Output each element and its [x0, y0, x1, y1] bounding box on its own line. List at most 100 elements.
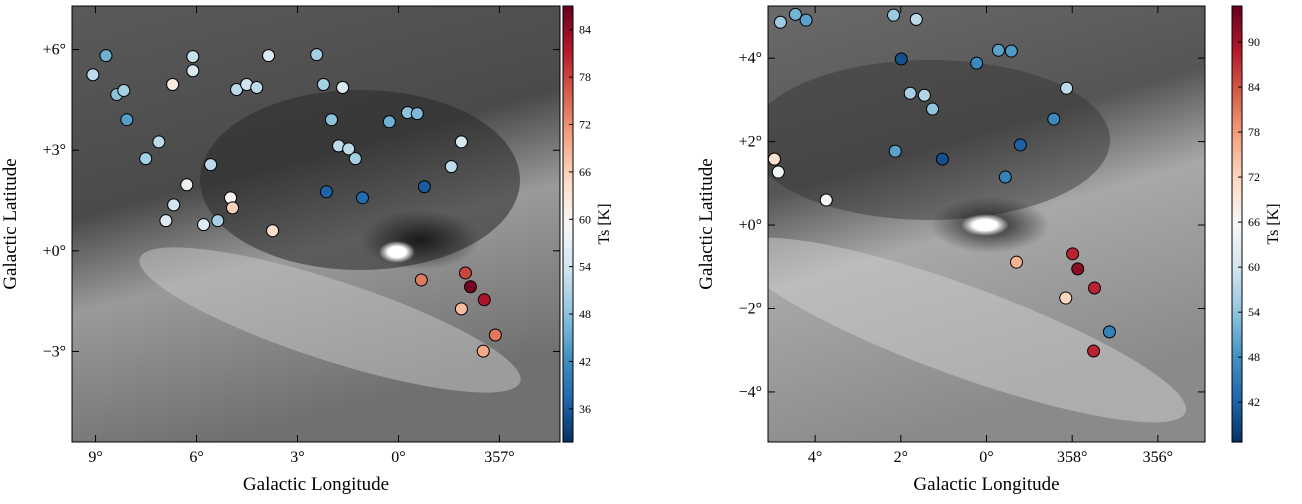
data-point [159, 214, 173, 228]
y-tick-label: +2° [739, 134, 762, 151]
colorbar-segment [563, 107, 573, 112]
data-point [355, 191, 369, 205]
colorbar-segment [1232, 107, 1242, 112]
colorbar-segment [563, 169, 573, 174]
colorbar-segment [563, 151, 573, 156]
colorbar-segment [1232, 75, 1242, 80]
colorbar-segment [1232, 45, 1242, 51]
data-point [336, 80, 350, 94]
x-tick-label: 9° [88, 449, 102, 466]
colorbar-segment [1232, 100, 1242, 105]
colorbar-segment [563, 351, 573, 356]
data-point [316, 77, 330, 91]
colorbar-segment [563, 289, 573, 294]
colorbar-segment [563, 49, 573, 54]
colorbar-segment [563, 376, 573, 381]
colorbar-segment [1232, 274, 1242, 280]
colorbar-segment [1232, 85, 1242, 91]
data-point [771, 165, 785, 179]
colorbar-segment [563, 9, 573, 14]
colorbar-segment [563, 336, 573, 341]
data-point [250, 80, 264, 94]
colorbar-segment [1232, 271, 1242, 276]
data-point [1009, 255, 1023, 269]
colorbar-segment [563, 282, 573, 287]
colorbar-segment [1232, 93, 1242, 98]
colorbar-segment [1232, 176, 1242, 181]
data-point [991, 43, 1005, 57]
data-point [197, 218, 211, 232]
colorbar-segment [563, 202, 573, 207]
colorbar-frame [1231, 5, 1243, 443]
colorbar-segment [563, 16, 573, 22]
data-point [970, 56, 984, 70]
colorbar-segment [563, 191, 573, 196]
y-tick-label: −2° [739, 300, 762, 317]
colorbar-segment [563, 85, 573, 91]
colorbar-segment [563, 115, 573, 120]
colorbar-segment [1232, 329, 1242, 334]
colorbar-segment [1232, 31, 1242, 36]
colorbar-segment [1232, 242, 1242, 247]
x-tick-label: 3° [290, 449, 304, 466]
colorbar-segment [1232, 412, 1242, 418]
colorbar-segment [1232, 358, 1242, 363]
data-point [120, 113, 134, 127]
data-point [788, 7, 802, 21]
y-tick-label: +3° [43, 142, 66, 159]
data-point [799, 13, 813, 27]
colorbar-segment [1232, 125, 1242, 131]
data-point [99, 49, 113, 63]
colorbar-segment [563, 154, 573, 160]
data-point [773, 15, 787, 29]
colorbar-segment [1232, 383, 1242, 389]
data-point [454, 302, 468, 316]
colorbar-segment [1232, 303, 1242, 309]
data-point [998, 170, 1012, 184]
colorbar-segment [1232, 111, 1242, 116]
colorbar-segment [563, 293, 573, 298]
colorbar-segment [563, 416, 573, 421]
colorbar-segment [1232, 333, 1242, 338]
data-point [1013, 138, 1027, 152]
colorbar-segment [563, 60, 573, 65]
colorbar-segment [1232, 340, 1242, 345]
data-point [117, 84, 131, 98]
colorbar-segment [563, 158, 573, 163]
colorbar-segment [1232, 362, 1242, 367]
colorbar-segment [563, 187, 573, 192]
colorbar-segment [563, 362, 573, 367]
data-point [348, 152, 362, 166]
colorbar-tick-label: 72 [1248, 170, 1260, 184]
colorbar-segment [563, 434, 573, 439]
colorbar-tick-label: 84 [1248, 80, 1260, 94]
colorbar-segment [563, 354, 573, 360]
data-point [488, 328, 502, 342]
colorbar-segment [1232, 158, 1242, 163]
data-point [903, 86, 917, 100]
colorbar-segment [1232, 285, 1242, 290]
y-tick-label: +0° [43, 243, 66, 260]
colorbar-segment [563, 125, 573, 131]
colorbar-segment [1232, 154, 1242, 160]
data-point [342, 142, 356, 156]
colorbar-segment [1232, 402, 1242, 407]
colorbar-segment [1232, 347, 1242, 352]
data-point [86, 68, 100, 82]
colorbar-segment [563, 234, 573, 240]
data-point [226, 201, 240, 215]
colorbar-tick-label: 66 [1248, 215, 1260, 229]
colorbar-segment [563, 104, 573, 109]
colorbar-segment [563, 300, 573, 305]
colorbar-segment [1232, 227, 1242, 232]
colorbar-segment [1232, 67, 1242, 72]
data-point [1087, 281, 1101, 295]
colorbar-segment [1232, 38, 1242, 43]
colorbar-segment [563, 278, 573, 283]
colorbar-segment [563, 333, 573, 338]
colorbar-segment [1232, 351, 1242, 356]
colorbar-segment [563, 35, 573, 40]
colorbar-segment [563, 144, 573, 149]
colorbar-segment [1232, 420, 1242, 425]
